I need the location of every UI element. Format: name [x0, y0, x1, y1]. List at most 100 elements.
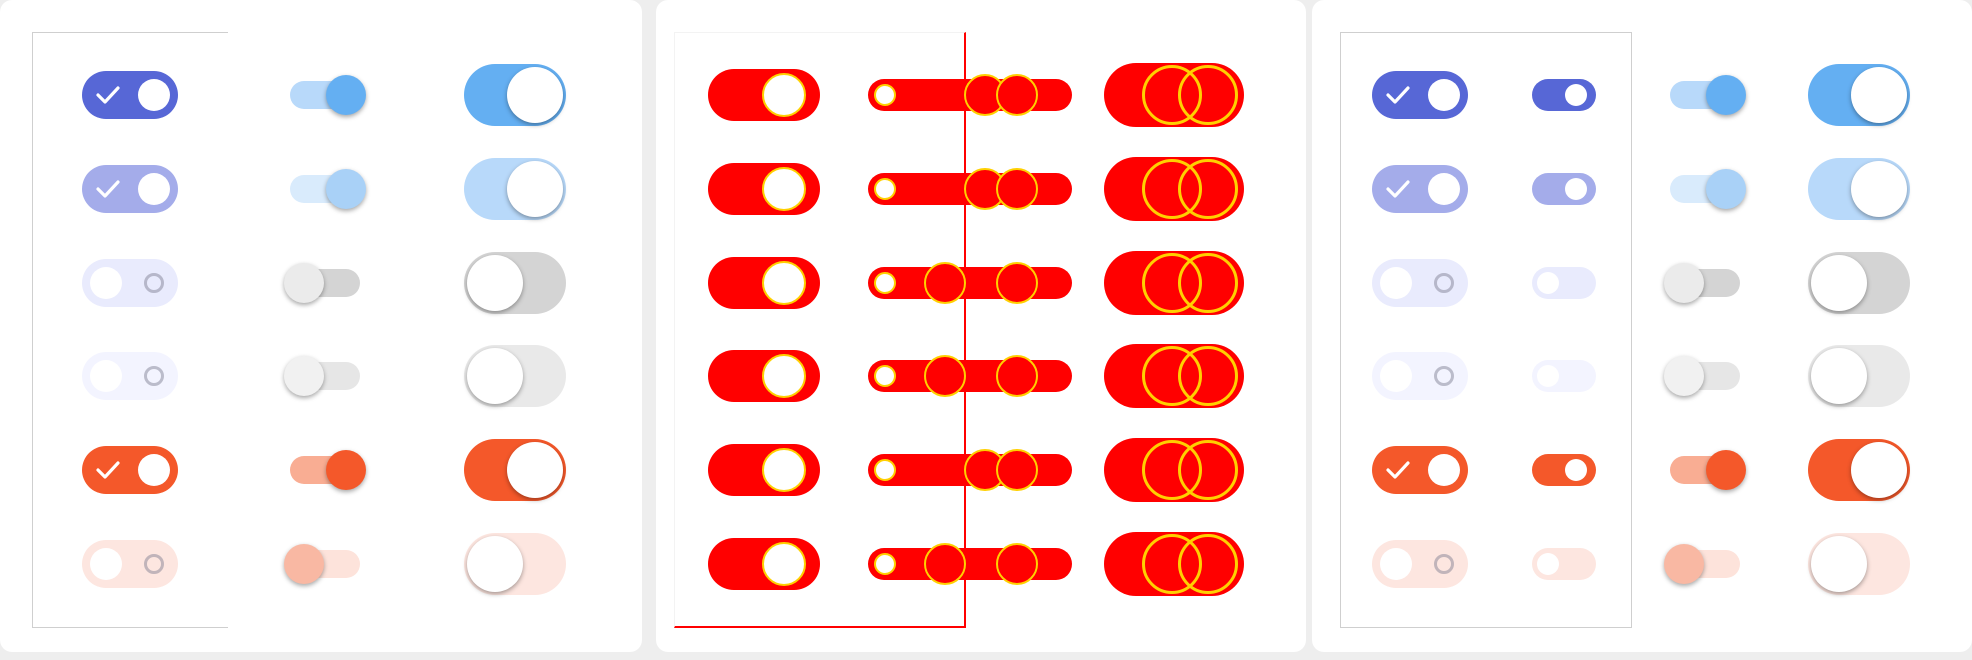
off-ring-icon — [1434, 554, 1454, 574]
toggle-knob — [1380, 548, 1412, 580]
toggle-knob — [1565, 459, 1587, 481]
slide-toggle[interactable] — [1670, 450, 1746, 490]
slide-toggle[interactable] — [1664, 263, 1740, 303]
ios-toggle[interactable] — [464, 252, 566, 314]
diff-circle — [996, 543, 1038, 585]
toggle-knob — [1706, 450, 1746, 490]
checkmark-toggle[interactable] — [1372, 446, 1468, 494]
diff-circle — [1178, 534, 1238, 594]
ios-toggle[interactable] — [464, 158, 566, 220]
diff-blob — [708, 350, 820, 402]
toggle-knob — [1537, 272, 1559, 294]
diff-blob — [708, 257, 820, 309]
slide-toggle[interactable] — [1670, 169, 1746, 209]
slide-toggle[interactable] — [1664, 356, 1740, 396]
ios-toggle[interactable] — [1808, 158, 1910, 220]
ios-toggle[interactable] — [1808, 533, 1910, 595]
toggle-knob — [1811, 348, 1867, 404]
toggle-knob — [326, 75, 366, 115]
pill-toggle[interactable] — [1532, 548, 1596, 580]
slide-toggle[interactable] — [1670, 75, 1746, 115]
ios-toggle[interactable] — [464, 533, 566, 595]
ios-toggle[interactable] — [1808, 64, 1910, 126]
diff-knob — [874, 272, 896, 294]
checkmark-toggle[interactable] — [1372, 259, 1468, 307]
ios-toggle[interactable] — [1808, 439, 1910, 501]
checkmark-toggle[interactable] — [1372, 540, 1468, 588]
diff-circle — [762, 542, 806, 586]
diff-blob — [708, 444, 820, 496]
toggle-knob — [1706, 75, 1746, 115]
checkmark-icon — [96, 86, 120, 104]
diff-circle — [996, 449, 1038, 491]
checkmark-toggle[interactable] — [1372, 71, 1468, 119]
slide-toggle[interactable] — [290, 450, 366, 490]
ios-toggle[interactable] — [464, 345, 566, 407]
pill-toggle[interactable] — [1532, 360, 1596, 392]
slide-toggle[interactable] — [290, 169, 366, 209]
toggle-knob — [1811, 536, 1867, 592]
checkmark-icon — [1386, 461, 1410, 479]
toggle-knob — [284, 263, 324, 303]
toggle-knob — [1851, 442, 1907, 498]
diff-knob — [874, 553, 896, 575]
slide-toggle[interactable] — [290, 75, 366, 115]
ios-toggle[interactable] — [464, 64, 566, 126]
toggle-knob — [1428, 173, 1460, 205]
toggle-knob — [1851, 67, 1907, 123]
checkmark-icon — [1386, 180, 1410, 198]
toggle-knob — [284, 356, 324, 396]
checkmark-toggle[interactable] — [82, 446, 178, 494]
off-ring-icon — [144, 554, 164, 574]
diff-circle — [1178, 159, 1238, 219]
checkmark-toggle[interactable] — [82, 259, 178, 307]
off-ring-icon — [1434, 366, 1454, 386]
toggle-knob — [1428, 79, 1460, 111]
toggle-knob — [467, 255, 523, 311]
slide-toggle[interactable] — [284, 356, 360, 396]
diff-circle — [924, 355, 966, 397]
pill-toggle[interactable] — [1532, 173, 1596, 205]
checkmark-toggle[interactable] — [82, 540, 178, 588]
candidate-frame — [1340, 32, 1632, 628]
toggle-knob — [138, 454, 170, 486]
checkmark-toggle[interactable] — [1372, 165, 1468, 213]
diff-knob — [874, 84, 896, 106]
diff-blob — [868, 360, 1072, 392]
ios-toggle[interactable] — [1808, 345, 1910, 407]
checkmark-toggle[interactable] — [82, 352, 178, 400]
pill-toggle[interactable] — [1532, 454, 1596, 486]
toggle-knob — [138, 173, 170, 205]
toggle-knob — [1811, 255, 1867, 311]
ios-toggle[interactable] — [464, 439, 566, 501]
toggle-knob — [1428, 454, 1460, 486]
diff-frame — [674, 32, 966, 628]
toggle-knob — [1380, 267, 1412, 299]
toggle-knob — [1537, 553, 1559, 575]
diff-knob — [874, 178, 896, 200]
toggle-knob — [467, 348, 523, 404]
toggle-knob — [90, 267, 122, 299]
toggle-knob — [90, 360, 122, 392]
reference-frame — [32, 32, 228, 628]
pill-toggle[interactable] — [1532, 267, 1596, 299]
diff-circle — [1178, 346, 1238, 406]
checkmark-toggle[interactable] — [1372, 352, 1468, 400]
toggle-knob — [507, 161, 563, 217]
checkmark-toggle[interactable] — [82, 71, 178, 119]
slide-toggle[interactable] — [1664, 544, 1740, 584]
checkmark-toggle[interactable] — [82, 165, 178, 213]
toggle-knob — [1664, 263, 1704, 303]
ios-toggle[interactable] — [1808, 252, 1910, 314]
slide-toggle[interactable] — [284, 544, 360, 584]
diff-circle — [762, 73, 806, 117]
toggle-knob — [467, 536, 523, 592]
checkmark-icon — [96, 180, 120, 198]
diff-blob — [708, 538, 820, 590]
toggle-knob — [90, 548, 122, 580]
pill-toggle[interactable] — [1532, 79, 1596, 111]
off-ring-icon — [144, 273, 164, 293]
checkmark-icon — [96, 461, 120, 479]
checkmark-icon — [1386, 86, 1410, 104]
slide-toggle[interactable] — [284, 263, 360, 303]
